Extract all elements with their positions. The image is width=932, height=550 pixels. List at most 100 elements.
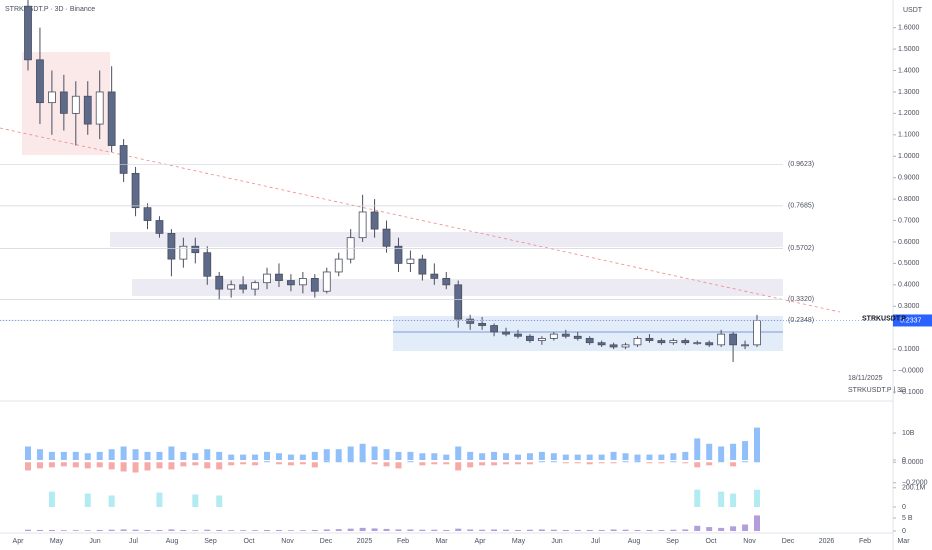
indicator-bar: [240, 454, 247, 460]
candle-body: [203, 252, 212, 277]
indicator-bar: [419, 529, 426, 531]
candle-body: [705, 342, 714, 346]
candle-body: [310, 277, 319, 292]
indicator-bar: [84, 493, 91, 507]
candle-body: [287, 280, 295, 286]
indicator-bar: [383, 528, 390, 531]
indicator-bar: [168, 446, 175, 460]
y-tick-label: 0.9000: [898, 175, 920, 182]
indicator-bar: [323, 449, 330, 460]
indicator-bar: [228, 530, 235, 531]
y-tick-label: 1.3000: [898, 89, 920, 96]
indicator-bar: [443, 454, 450, 460]
candle-body: [215, 275, 224, 290]
x-tick-label: Nov: [743, 538, 756, 545]
x-tick-label: Aug: [628, 538, 641, 545]
indicator-bar: [694, 489, 701, 507]
indicator-bar: [132, 462, 139, 473]
indicator-bar: [682, 529, 689, 531]
candle-body: [621, 344, 630, 348]
indicator-bar: [335, 529, 342, 531]
indicator-bar: [503, 453, 510, 460]
candle-body: [657, 340, 666, 344]
indicator-bar: [48, 451, 55, 460]
indicator-bar: [108, 495, 115, 507]
y-tick-label: 0.6000: [898, 239, 920, 246]
indicator-bar: [694, 525, 701, 531]
indicator-bar: [192, 494, 199, 507]
candle-body: [526, 335, 534, 341]
indicator-bar: [144, 451, 151, 460]
indicator-bar: [299, 462, 306, 465]
candle-body: [645, 338, 654, 341]
candle-body: [358, 211, 367, 239]
indicator-bar: [526, 453, 533, 460]
candle-body: [239, 284, 248, 290]
candle-body: [430, 273, 439, 279]
x-tick-label: 2026: [819, 538, 835, 545]
y-tick-label: −0.0000: [898, 367, 924, 374]
indicator-bar: [371, 446, 378, 460]
y-tick-label: 1.5000: [898, 46, 920, 53]
indicator-bar: [646, 462, 653, 464]
candle-body: [95, 91, 104, 125]
indicator-bar: [622, 529, 629, 531]
indicator-bar: [634, 529, 641, 531]
currency-label: USDT: [903, 7, 923, 14]
candle-body: [179, 245, 188, 260]
x-tick-label: Apr: [475, 538, 487, 545]
indicator-bar: [36, 462, 43, 469]
indicator-bar: [311, 529, 318, 531]
indicator-bar: [264, 451, 271, 460]
indicator-bar: [538, 451, 545, 460]
indicator-bar: [228, 454, 235, 460]
candle-body: [107, 91, 116, 146]
candle-body: [83, 95, 92, 125]
indicator-bar: [610, 451, 617, 460]
candle-body: [59, 91, 68, 114]
indicator-bar: [144, 462, 151, 471]
indicator-bar: [120, 446, 127, 460]
candle-body: [561, 333, 570, 337]
candle-body: [681, 340, 690, 344]
indicator-bar: [287, 530, 294, 531]
indicator-bar: [574, 529, 581, 531]
candle-body: [549, 333, 558, 339]
candle-body: [275, 273, 283, 281]
indicator-bar: [383, 462, 390, 467]
y-tick-label: 1.2000: [898, 110, 920, 117]
indicator-bar: [287, 454, 294, 460]
y-tick-label: 1.4000: [898, 67, 920, 74]
indicator-bar: [275, 462, 282, 465]
date-label: 18/11/2025: [848, 375, 883, 382]
indicator-bar: [431, 453, 438, 460]
indicator-bar: [730, 526, 737, 531]
candle-body: [131, 172, 140, 209]
indicator-bar: [622, 453, 629, 460]
candle-body: [502, 331, 510, 335]
indicator-bar: [718, 491, 725, 507]
indicator-bar: [598, 454, 605, 460]
indicator-bar: [586, 462, 593, 465]
indicator-bar: [526, 529, 533, 531]
y-tick-label: 0.8000: [898, 196, 920, 203]
indicator-bar: [598, 529, 605, 531]
indicator-bar: [503, 462, 510, 465]
candle-body: [741, 344, 749, 347]
indicator-bar: [670, 461, 677, 463]
indicator-bar: [192, 462, 199, 466]
candle-body: [48, 91, 56, 104]
indicator-bar: [658, 454, 665, 460]
x-tick-label: Mar: [435, 538, 448, 545]
indicator-bar: [455, 528, 462, 531]
indicator-bar: [252, 530, 259, 531]
indicator-bar: [586, 454, 593, 460]
indicator-bar: [60, 462, 67, 467]
candle-body: [597, 342, 606, 346]
indicator-bar: [622, 461, 629, 463]
indicator-bar: [742, 441, 749, 460]
indicator-bar: [610, 529, 617, 531]
indicator-bar: [538, 461, 545, 463]
indicator-bar: [84, 462, 91, 469]
indicator-bar: [84, 530, 91, 531]
